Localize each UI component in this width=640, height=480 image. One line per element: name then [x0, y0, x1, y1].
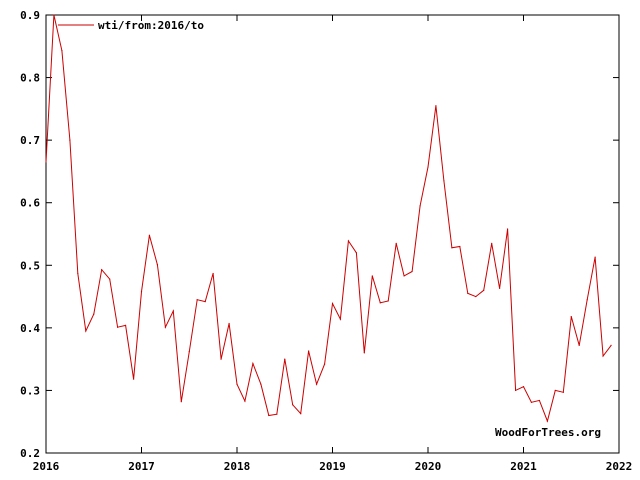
data-point — [610, 344, 612, 346]
series-line — [45, 14, 612, 423]
data-point — [435, 105, 437, 107]
data-point — [252, 362, 254, 365]
data-point — [180, 401, 182, 403]
y-tick-label: 0.6 — [20, 197, 40, 210]
data-point — [602, 355, 604, 357]
data-point — [323, 363, 326, 365]
data-point — [164, 326, 166, 328]
data-point — [363, 352, 365, 354]
x-tick-label: 2020 — [415, 460, 442, 473]
data-point — [140, 290, 143, 293]
data-point — [93, 313, 95, 315]
data-point — [491, 242, 493, 244]
data-point — [220, 358, 222, 360]
data-point — [188, 351, 190, 353]
y-tick-label: 0.3 — [20, 384, 40, 397]
data-point — [292, 404, 294, 406]
data-point — [570, 315, 572, 318]
data-point — [339, 318, 342, 320]
data-point — [85, 330, 87, 332]
data-point — [148, 234, 151, 236]
data-point — [530, 401, 533, 403]
plot-frame — [45, 14, 620, 454]
data-point — [172, 310, 174, 312]
data-point — [483, 289, 485, 291]
data-point — [308, 350, 310, 352]
data-point — [156, 264, 159, 266]
data-point — [379, 302, 381, 304]
data-point — [69, 139, 71, 141]
data-point — [514, 389, 517, 392]
data-point — [467, 292, 469, 295]
x-tick-label: 2021 — [510, 460, 537, 473]
data-point — [268, 414, 270, 417]
data-point — [109, 278, 111, 280]
data-point — [562, 391, 564, 393]
x-tick-label: 2019 — [319, 460, 346, 473]
data-point — [419, 205, 421, 207]
x-tick-label: 2017 — [128, 460, 155, 473]
data-point — [212, 272, 214, 275]
data-point — [53, 14, 55, 16]
x-axis: 2016 2017 2018 2019 2020 2021 2022 — [33, 15, 633, 473]
data-point — [228, 322, 230, 325]
data-point — [124, 324, 127, 326]
series-layer — [45, 14, 612, 423]
data-point — [276, 413, 278, 415]
data-point — [77, 272, 79, 275]
data-point — [594, 256, 596, 258]
data-point — [284, 358, 286, 360]
data-point — [236, 383, 238, 385]
data-point — [260, 383, 262, 385]
data-point — [196, 299, 198, 301]
data-point — [459, 245, 461, 248]
x-tick-label: 2018 — [224, 460, 251, 473]
data-point — [45, 161, 47, 163]
x-tick-label: 2016 — [33, 460, 60, 473]
data-point — [300, 412, 302, 415]
y-tick-label: 0.7 — [20, 134, 40, 147]
data-point — [355, 252, 357, 254]
data-point — [475, 295, 477, 298]
legend: wti/from:2016/to — [58, 19, 204, 32]
data-point — [586, 299, 588, 301]
data-point — [554, 389, 556, 392]
data-point — [443, 180, 445, 182]
data-point — [347, 240, 350, 242]
data-point — [132, 378, 135, 380]
data-point — [371, 275, 373, 277]
data-point — [315, 383, 318, 385]
y-axis: 0.2 0.3 0.4 0.5 0.6 0.7 0.8 0.9 — [20, 9, 619, 460]
x-tick-label: 2022 — [606, 460, 633, 473]
data-point — [403, 275, 405, 277]
data-point — [578, 344, 580, 346]
data-point — [411, 270, 413, 273]
data-point — [117, 326, 119, 328]
y-tick-label: 0.4 — [20, 322, 40, 335]
y-tick-label: 0.8 — [20, 72, 40, 85]
data-point — [546, 420, 548, 422]
data-point — [522, 386, 525, 388]
data-point — [451, 247, 453, 249]
y-tick-label: 0.5 — [20, 259, 40, 272]
data-point — [538, 399, 541, 402]
data-point — [395, 242, 397, 244]
data-point — [244, 400, 246, 402]
credit-label: WoodForTrees.org — [495, 426, 601, 439]
data-point — [101, 269, 103, 271]
y-tick-label: 0.9 — [20, 9, 40, 22]
data-point — [331, 302, 334, 305]
data-point — [506, 228, 509, 230]
data-point — [387, 300, 389, 302]
data-point — [204, 300, 206, 303]
data-point — [61, 50, 63, 52]
data-point — [499, 287, 501, 290]
legend-label: wti/from:2016/to — [98, 19, 204, 32]
data-point — [427, 166, 429, 168]
y-tick-label: 0.2 — [20, 447, 40, 460]
